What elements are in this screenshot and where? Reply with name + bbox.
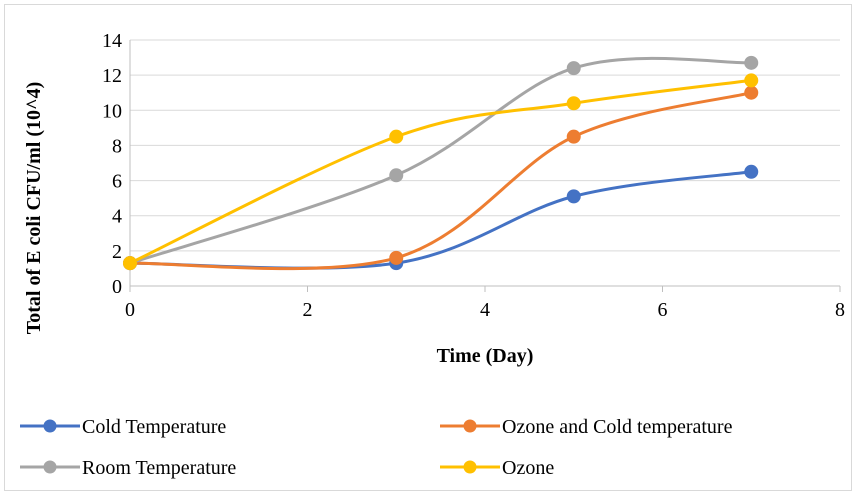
legend-label: Room Temperature xyxy=(82,457,236,479)
series-line-ozone-and-cold-temperature xyxy=(128,91,753,271)
legend-swatch-marker xyxy=(463,419,477,433)
y-tick-label: 2 xyxy=(112,241,122,263)
x-tick-label: 6 xyxy=(658,299,668,321)
data-point-ozone-and-cold-temperature xyxy=(389,250,404,265)
legend-label: Cold Temperature xyxy=(82,416,226,438)
x-axis-title: Time (Day) xyxy=(437,345,534,367)
data-point-ozone-and-cold-temperature xyxy=(566,129,581,144)
y-tick-labels: 0 2 4 6 8 10 12 14 xyxy=(102,30,122,298)
series-line-cold-temperature xyxy=(128,170,753,270)
data-point-ozone xyxy=(744,73,759,88)
y-tick-label: 0 xyxy=(112,276,122,298)
data-point-ozone-and-cold-temperature xyxy=(744,85,759,100)
gridlines xyxy=(130,39,840,252)
x-tick-label: 0 xyxy=(125,299,135,321)
legend-label: Ozone and Cold temperature xyxy=(502,416,733,438)
y-tick-label: 4 xyxy=(112,206,122,228)
legend-swatch-marker xyxy=(43,460,57,474)
legend-swatch-marker xyxy=(463,460,477,474)
y-tick-label: 8 xyxy=(112,135,122,157)
data-point-room-temperature xyxy=(566,61,581,76)
legend-item-cold-temperature: Cold Temperature xyxy=(20,416,226,438)
series-line-room-temperature xyxy=(128,56,753,265)
y-tick-label: 6 xyxy=(112,171,122,193)
x-tick-label: 8 xyxy=(835,299,845,321)
x-tick-labels: 0 2 4 6 8 xyxy=(125,299,845,321)
axes xyxy=(129,40,841,292)
series-line-ozone xyxy=(128,78,753,265)
data-point-cold-temperature xyxy=(744,164,759,179)
data-point-cold-temperature xyxy=(566,189,581,204)
legend-item-room-temperature: Room Temperature xyxy=(20,457,236,479)
x-tick-label: 2 xyxy=(303,299,313,321)
data-point-ozone xyxy=(389,129,404,144)
series-lines xyxy=(128,56,753,271)
y-tick-label: 14 xyxy=(102,30,122,52)
y-axis-title: Total of E coli CFU/ml (10^4) xyxy=(23,82,45,335)
data-point-room-temperature xyxy=(744,55,759,70)
legend-swatch-marker xyxy=(43,419,57,433)
y-tick-label: 12 xyxy=(102,65,122,87)
legend: Cold Temperature Ozone and Cold temperatu… xyxy=(20,416,733,479)
data-point-ozone xyxy=(566,96,581,111)
x-tick-label: 4 xyxy=(480,299,490,321)
legend-item-ozone: Ozone xyxy=(440,457,554,479)
data-point-room-temperature xyxy=(389,168,404,183)
series-markers xyxy=(123,55,759,271)
legend-label: Ozone xyxy=(502,457,554,479)
data-point-ozone xyxy=(123,256,137,271)
legend-item-ozone-and-cold-temperature: Ozone and Cold temperature xyxy=(440,416,733,438)
y-tick-label: 10 xyxy=(102,100,122,122)
